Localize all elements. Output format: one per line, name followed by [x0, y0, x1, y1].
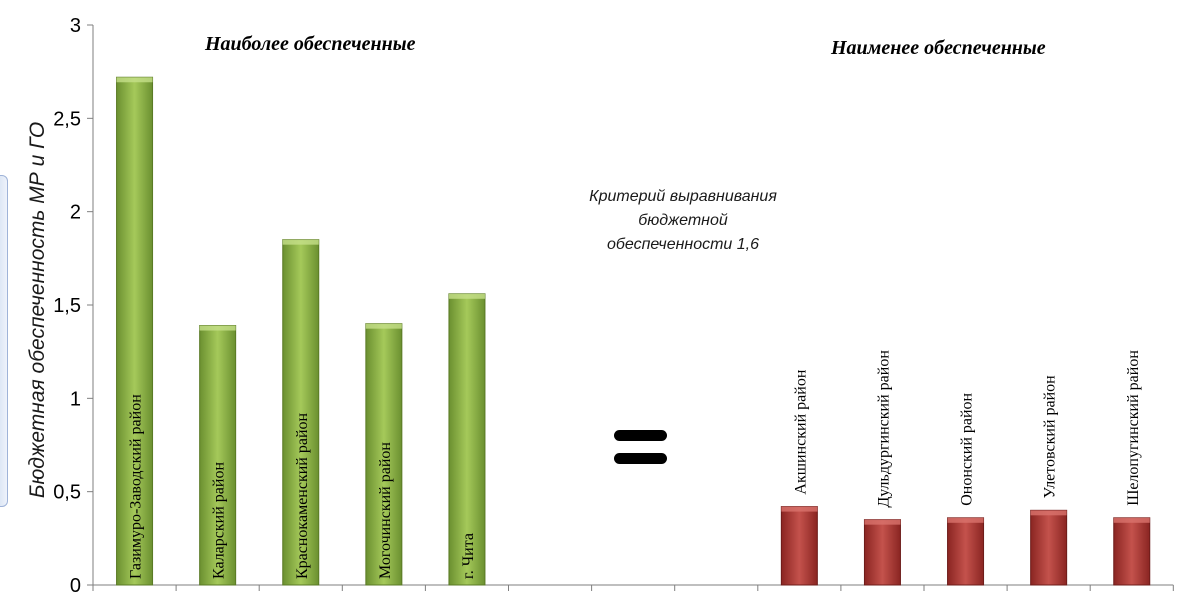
y-tick-label: 1,5	[53, 295, 81, 317]
equals-sign-top-bar	[614, 430, 667, 441]
bars-layer	[116, 76, 1151, 586]
bar	[365, 323, 403, 586]
y-tick-label: 0	[70, 575, 81, 593]
most-provided-title: Наиболее обеспеченные	[205, 33, 416, 55]
bar	[116, 76, 154, 586]
bar	[448, 293, 486, 586]
y-tick-label: 1	[70, 388, 81, 410]
category-label: Акшинский район	[792, 369, 809, 494]
category-label: Каларский район	[211, 462, 228, 579]
category-label: Краснокаменский район	[294, 412, 311, 579]
category-label: г. Чита	[460, 533, 477, 579]
criterion-line-2: бюджетной	[638, 212, 728, 229]
bar-cap	[781, 506, 818, 512]
bar-cap	[947, 517, 984, 523]
y-axis-label: Бюджетная обеспеченность МР и ГО	[26, 121, 49, 499]
bar	[1030, 509, 1068, 586]
least-provided-title: Наименее обеспеченные	[831, 37, 1046, 59]
y-tick-label: 2	[70, 202, 81, 224]
equals-sign-bottom-bar	[614, 453, 667, 464]
bar	[199, 325, 237, 586]
category-label: Могочинский район	[377, 442, 394, 579]
criterion-line-1: Критерий выравнивания	[589, 188, 777, 205]
category-label: Газимуро-Заводский район	[128, 394, 145, 579]
category-label: Шелопугинский район	[1125, 350, 1142, 506]
bar-labels-layer: Газимуро-Заводский район Каларский район К…	[128, 350, 1142, 579]
bar-cap	[1030, 510, 1067, 516]
y-tick-label: 2,5	[53, 108, 81, 130]
bar-cap	[199, 325, 236, 331]
bar	[780, 506, 818, 586]
side-tab-decoration	[0, 175, 8, 507]
bar	[947, 517, 985, 586]
category-label: Улетовский район	[1042, 375, 1059, 499]
bar-cap	[448, 293, 485, 299]
category-label: Ононский район	[959, 392, 976, 505]
bar-cap	[282, 239, 319, 245]
y-tick-label: 3	[70, 15, 81, 37]
criterion-annotation: Критерий выравнивания бюджетной обеспече…	[533, 185, 833, 257]
bar-cap	[116, 77, 153, 83]
bar-cap	[365, 323, 402, 329]
bar	[1113, 517, 1151, 586]
bar-cap	[864, 519, 901, 525]
category-label: Дульдургинский район	[875, 350, 892, 508]
bar-cap	[1113, 517, 1150, 523]
bar	[282, 239, 320, 586]
criterion-line-3: обеспеченности 1,6	[606, 236, 760, 253]
axes-layer: 0 0,5 1 1,5 2 2,5 3	[53, 15, 1174, 593]
y-tick-label: 0,5	[53, 482, 81, 504]
equals-sign-box	[573, 378, 709, 514]
bar	[863, 519, 901, 586]
